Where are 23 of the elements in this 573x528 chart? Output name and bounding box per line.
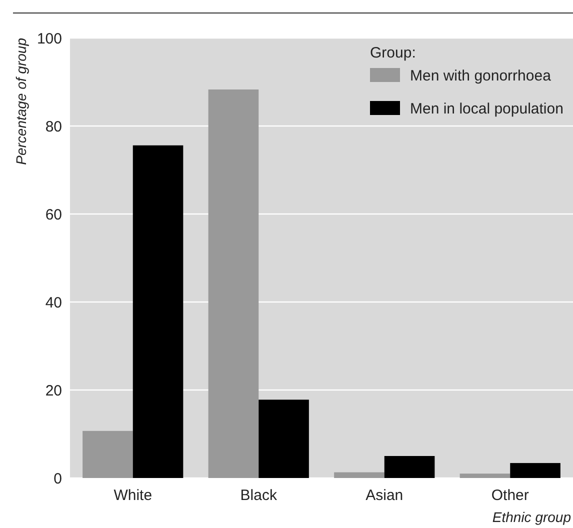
bar xyxy=(510,463,560,478)
legend-label: Men with gonorrhoea xyxy=(410,67,552,84)
bar xyxy=(132,145,184,478)
x-tick-label: White xyxy=(114,487,152,504)
bar xyxy=(258,400,309,478)
bar xyxy=(208,89,259,478)
x-axis-title: Ethnic group xyxy=(492,509,572,525)
y-tick-label: 60 xyxy=(45,206,62,224)
y-axis-title: Percentage of group xyxy=(13,38,29,165)
y-tick-label: 100 xyxy=(36,30,62,48)
bar xyxy=(460,474,510,478)
bar xyxy=(82,430,133,478)
legend-label: Men in local population xyxy=(410,100,564,118)
x-tick-label: Asian xyxy=(366,487,404,504)
bar xyxy=(384,456,435,478)
x-tick-label: Black xyxy=(240,487,278,504)
legend-title: Group: xyxy=(370,44,416,62)
y-tick-label: 80 xyxy=(45,118,62,136)
y-tick-label: 40 xyxy=(45,294,62,312)
bar xyxy=(334,472,384,478)
y-tick-label: 0 xyxy=(54,470,62,488)
y-tick-label: 20 xyxy=(45,382,62,400)
x-tick-label: Other xyxy=(491,487,529,504)
